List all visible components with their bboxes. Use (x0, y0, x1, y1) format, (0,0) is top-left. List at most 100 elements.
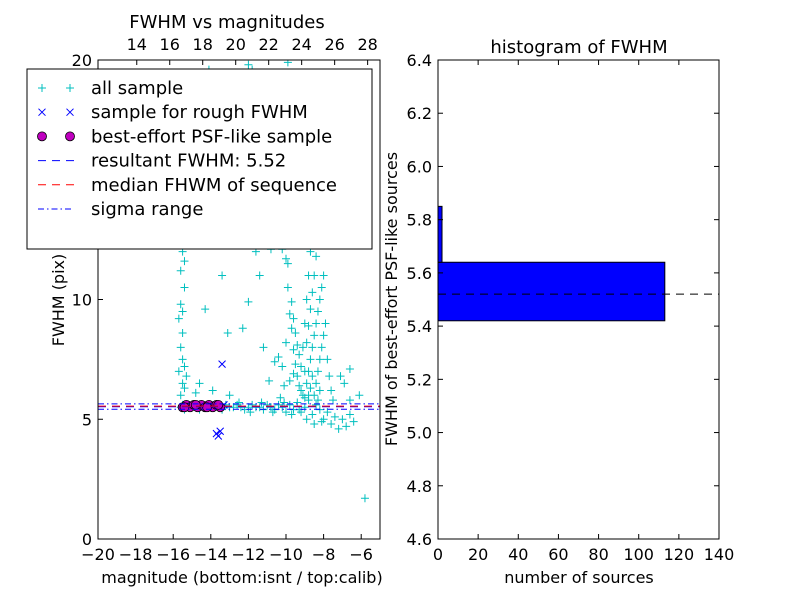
left-chart-title: FWHM vs magnitudes (129, 12, 324, 33)
all-sample-point (302, 338, 311, 347)
y-tick-label: 5.8 (407, 211, 432, 230)
all-sample-point (223, 329, 232, 338)
all-sample-point (297, 362, 306, 371)
all-sample-point (293, 398, 302, 407)
legend-label: all sample (91, 78, 183, 99)
x-tick-label: −12 (232, 545, 266, 564)
all-sample-point (283, 283, 292, 292)
legend-entry: best-effort PSF-like sample (37, 126, 332, 147)
top-tick-label: 18 (193, 35, 213, 54)
all-sample-point (302, 415, 311, 424)
all-sample-point (306, 384, 315, 393)
all-sample-point (300, 367, 309, 376)
all-sample-point (278, 362, 287, 371)
histogram-bar (437, 205, 443, 263)
all-sample-point (342, 422, 351, 431)
all-sample-point (178, 355, 187, 364)
x-tick-label: 140 (704, 545, 735, 564)
legend-marker (66, 84, 74, 92)
all-sample-point (283, 259, 292, 268)
rough-sample-point (218, 360, 226, 369)
legend-marker (38, 108, 46, 117)
right-chart: histogram of FWHM number of sources FWHM… (382, 37, 734, 587)
all-sample-point (323, 355, 332, 364)
top-tick-label: 16 (160, 35, 180, 54)
psf-sample-point (213, 399, 224, 410)
all-sample-point (317, 417, 326, 426)
y-tick-label: 5.4 (407, 317, 432, 336)
all-sample-point (313, 307, 322, 316)
right-x-axis-label: number of sources (504, 568, 654, 587)
x-tick-label: 100 (623, 545, 654, 564)
all-sample-point (302, 295, 311, 304)
x-tick-label: −20 (81, 545, 115, 564)
all-sample-point (345, 396, 354, 405)
y-tick-label: 6.2 (407, 104, 432, 123)
y-tick-label: 0 (82, 530, 92, 549)
all-sample-point (308, 372, 317, 381)
x-tick-label: −14 (194, 545, 228, 564)
x-tick-label: 60 (548, 545, 568, 564)
all-sample-point (297, 386, 306, 395)
all-sample-point (312, 379, 321, 388)
legend-entry: sigma range (38, 199, 203, 220)
all-sample-point (317, 283, 326, 292)
legend-entries: all sample sample for rough FWHM best-effo… (37, 78, 337, 220)
all-sample-point (345, 410, 354, 419)
all-sample-point (285, 400, 294, 409)
all-sample-point (195, 379, 204, 388)
all-sample-point (308, 410, 317, 419)
legend-frame (26, 68, 373, 250)
all-sample-point (289, 369, 298, 378)
all-sample-point (310, 331, 319, 340)
all-sample-point (180, 283, 189, 292)
all-sample-point (178, 307, 187, 316)
x-tick-label: 40 (508, 545, 528, 564)
all-sample-point (176, 266, 185, 275)
all-sample-point (334, 424, 343, 433)
all-sample-point (176, 343, 185, 352)
all-sample-point (304, 391, 313, 400)
left-legend: all sample sample for rough FWHM best-effo… (26, 68, 373, 250)
all-sample-point (319, 331, 328, 340)
all-sample-point (317, 343, 326, 352)
y-tick-label: 5.2 (407, 370, 432, 389)
all-sample-point (182, 372, 191, 381)
x-tick-label: 80 (588, 545, 608, 564)
psf-sample-point (190, 399, 201, 410)
x-tick-label: 120 (664, 545, 695, 564)
all-sample-point (255, 271, 264, 280)
histogram-bar (437, 261, 666, 322)
all-sample-point (282, 254, 290, 263)
all-sample-point (295, 350, 304, 359)
rough-sample-point (216, 427, 225, 436)
all-sample-point (176, 300, 185, 309)
all-sample-point (306, 305, 315, 314)
all-sample-point (355, 391, 364, 400)
y-tick-label: 6.0 (407, 157, 432, 176)
all-sample-point (300, 319, 309, 328)
all-sample-point (304, 271, 313, 280)
all-sample-point (327, 420, 336, 429)
all-sample-point (338, 415, 347, 424)
all-sample-point (321, 319, 330, 328)
all-sample-point (291, 360, 300, 369)
all-sample-point (274, 352, 283, 361)
y-tick-label: 6.4 (407, 51, 432, 70)
all-sample-point (180, 257, 189, 266)
all-sample-point (329, 396, 337, 405)
all-sample-point (315, 295, 324, 304)
all-sample-point (276, 393, 285, 402)
x-tick-label: −16 (156, 545, 190, 564)
all-sample-point (238, 324, 247, 333)
y-tick-label: 10 (72, 291, 92, 310)
legend-marker (37, 131, 47, 142)
legend-marker (65, 131, 75, 142)
all-sample-point (289, 314, 298, 323)
all-sample-point (302, 379, 311, 388)
top-tick-label: 28 (357, 35, 377, 54)
left-y-axis-label: FWHM (pix) (49, 254, 68, 347)
all-sample-point (295, 381, 304, 390)
all-sample-point (298, 343, 307, 352)
